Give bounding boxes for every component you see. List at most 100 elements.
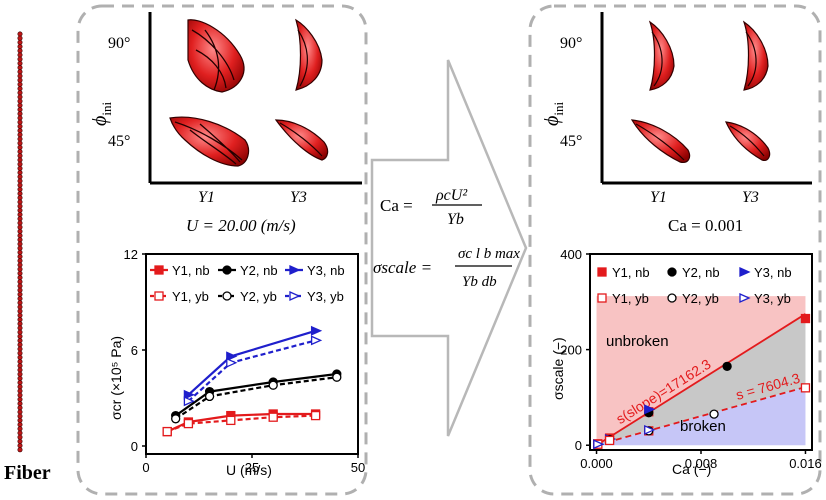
data-point	[310, 325, 323, 336]
shape-r-y1-90	[648, 20, 675, 91]
region-broken-label: broken	[680, 418, 726, 435]
left-phase-diagram: ϕini 90° 45° Y1 Y3 U = 20.00 (m/s)	[89, 12, 362, 235]
fiber-bead	[17, 392, 23, 398]
right-y-axis-label: ϕini	[541, 102, 566, 126]
fiber-bead	[17, 300, 23, 306]
chart-right-ticks: 0.000 0.008 0.016 0 200 400	[560, 247, 821, 471]
data-point	[226, 357, 238, 368]
fiber-bead	[17, 216, 23, 222]
fiber-bead	[17, 203, 23, 209]
fiber-bead	[17, 182, 23, 188]
fiber-bead	[17, 447, 23, 453]
fiber-bead	[17, 296, 23, 302]
fiber-bead	[17, 207, 23, 213]
fiber-bead	[17, 325, 23, 331]
fiber-bead	[17, 270, 23, 276]
fiber-bead	[17, 371, 23, 377]
x-tick-label: 50	[351, 460, 365, 475]
legend-marker	[667, 293, 677, 303]
fit-line	[596, 313, 806, 446]
fiber-bead	[17, 86, 23, 92]
chart-left-ylabel: σcr (×10⁵ Pa)	[108, 336, 124, 420]
fiber-bead	[17, 401, 23, 407]
fiber-bead	[17, 140, 23, 146]
shape-y1-90	[187, 19, 245, 93]
fiber-bead	[17, 69, 23, 75]
fiber-bead	[17, 346, 23, 352]
fiber-bead	[17, 245, 23, 251]
legend-label: Y2, yb	[682, 291, 719, 306]
fiber-bead	[17, 438, 23, 444]
fiber-bead	[17, 44, 23, 50]
fiber-bead	[17, 384, 23, 390]
fiber-bead	[17, 132, 23, 138]
fiber-bead	[17, 102, 23, 108]
legend-marker	[739, 292, 751, 304]
chart-right-ylabel: σscale (−)	[550, 337, 566, 400]
data-point	[604, 435, 615, 446]
fiber-bead	[17, 367, 23, 373]
legend-label: Y1, yb	[612, 291, 649, 306]
data-point	[310, 335, 323, 346]
fiber-bead	[17, 39, 23, 45]
chart-left-xlabel: U (m/s)	[226, 462, 272, 478]
x-tick-label: 0.008	[685, 456, 718, 471]
y-tick-label: 12	[124, 247, 138, 262]
eq-ca-lhs: Ca =	[380, 196, 413, 215]
fiber-bead	[17, 48, 23, 54]
fiber-bead	[17, 157, 23, 163]
legend-label: Y1, yb	[172, 289, 209, 304]
legend-marker	[289, 264, 301, 276]
fiber-bead	[17, 136, 23, 142]
legend-marker	[222, 291, 232, 301]
data-point	[183, 396, 196, 407]
fiber-bead	[17, 199, 23, 205]
fiber-bead	[17, 128, 23, 134]
legend-label: Y1, nb	[612, 265, 650, 280]
fiber-bead	[17, 241, 23, 247]
fiber-bead	[17, 275, 23, 281]
fiber-bead	[17, 144, 23, 150]
left-y-axis-label: ϕini	[89, 102, 114, 126]
fiber-bead	[17, 287, 23, 293]
fiber-bead	[17, 153, 23, 159]
chart-right-series	[593, 313, 811, 450]
shape-y3-45	[274, 119, 329, 161]
fiber-bead	[17, 279, 23, 285]
chart-left-ticks: 0 25 50 0 6 12	[124, 247, 366, 475]
y-tick-label: 6	[131, 343, 138, 358]
data-point	[800, 313, 811, 324]
x-tick-label: 0.016	[789, 456, 822, 471]
fiber-bead	[17, 178, 23, 184]
fiber-bead	[17, 31, 23, 37]
fiber-bead	[17, 375, 23, 381]
fiber-bead	[17, 107, 23, 113]
fiber-bead-chain	[17, 31, 23, 453]
fiber-bead	[17, 212, 23, 218]
legend-label: Y2, nb	[682, 265, 720, 280]
fiber-bead	[17, 35, 23, 41]
right-x-tick-y1: Y1	[650, 189, 667, 206]
fiber-bead	[17, 283, 23, 289]
data-point	[204, 391, 215, 402]
fiber-bead	[17, 228, 23, 234]
shape-r-y1-45	[630, 119, 691, 163]
fiber-bead	[17, 333, 23, 339]
fiber-bead	[17, 94, 23, 100]
right-y-tick-45: 45°	[560, 133, 582, 150]
chart-right-xlabel: Ca (−)	[672, 461, 711, 477]
process-arrow	[370, 59, 528, 437]
fiber-bead	[17, 60, 23, 66]
fiber-bead	[17, 149, 23, 155]
fiber-bead	[17, 338, 23, 344]
shape-r-y3-45	[725, 121, 771, 161]
legend-label: Y3, yb	[754, 291, 791, 306]
fiber-bead	[17, 409, 23, 415]
legend-marker	[597, 267, 607, 277]
legend-marker	[154, 291, 164, 301]
fiber-bead	[17, 123, 23, 129]
legend-marker	[739, 266, 751, 278]
fiber-bead	[17, 363, 23, 369]
fiber-bead	[17, 422, 23, 428]
fiber-bead	[17, 165, 23, 171]
